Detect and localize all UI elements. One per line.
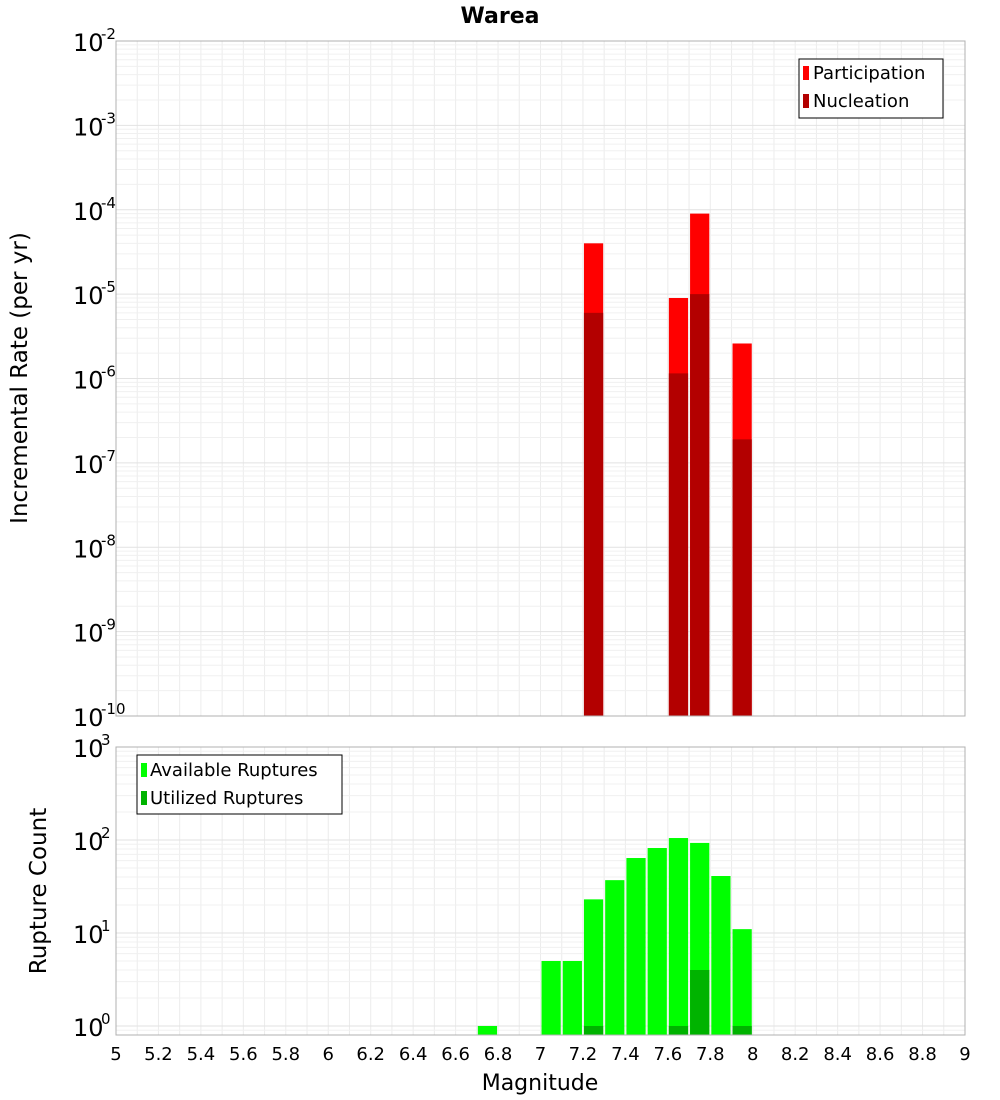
bottom-bar-available-ruptures	[711, 876, 731, 1035]
top-gridlines	[115, 41, 966, 717]
x-tick-label: 6	[323, 1044, 334, 1065]
bottom-bars	[477, 838, 752, 1035]
bottom-bar-utilized-ruptures	[583, 1025, 604, 1035]
y-tick-label: 10	[73, 113, 104, 141]
legend-swatch-participation	[803, 66, 809, 80]
top-bar-nucleation	[732, 439, 752, 716]
x-tick-label: 7	[535, 1044, 546, 1065]
top-bar-nucleation	[668, 373, 689, 716]
x-tick-label: 6.6	[441, 1044, 470, 1065]
y-tick-label: 10	[73, 828, 104, 856]
top-y-axis-label: Incremental Rate (per yr)	[7, 232, 33, 524]
y-tick-label: 10	[73, 921, 104, 949]
x-tick-label: 5	[110, 1044, 121, 1065]
y-tick-exponent: 0	[101, 1010, 111, 1028]
x-tick-label: 8	[747, 1044, 758, 1065]
bottom-bar-utilized-ruptures	[668, 1025, 689, 1035]
top-bar-nucleation	[583, 312, 604, 716]
chart-title: Warea	[461, 4, 540, 29]
y-tick-label: 10	[73, 1014, 104, 1042]
y-tick-label: 10	[73, 451, 104, 479]
bottom-bar-available-ruptures	[732, 929, 752, 1035]
bottom-bar-available-ruptures	[626, 858, 646, 1035]
x-axis-label: Magnitude	[482, 1071, 599, 1096]
x-tick-label: 8.4	[823, 1044, 852, 1065]
bottom-bar-available-ruptures	[477, 1025, 498, 1035]
y-tick-label: 10	[73, 367, 104, 395]
legend-label-utilized: Utilized Ruptures	[150, 788, 303, 809]
x-tick-label: 5.2	[144, 1044, 173, 1065]
legend-swatch-available	[141, 763, 147, 777]
y-tick-exponent: -10	[101, 700, 126, 718]
y-tick-exponent: 1	[101, 917, 111, 935]
top-bars	[583, 213, 752, 717]
y-tick-label: 10	[73, 198, 104, 226]
x-tick-label: 7.4	[611, 1044, 640, 1065]
y-tick-exponent: -6	[101, 363, 116, 381]
y-tick-label: 10	[73, 735, 104, 763]
x-tick-label: 7.8	[696, 1044, 725, 1065]
legend-swatch-nucleation	[803, 94, 809, 108]
y-tick-exponent: -4	[101, 194, 116, 212]
bottom-bar-available-ruptures	[668, 838, 689, 1035]
x-tick-label: 6.4	[399, 1044, 428, 1065]
legend-label-participation: Participation	[813, 63, 925, 84]
legend-label-available: Available Ruptures	[150, 760, 318, 781]
bottom-x-ticks: 5 5.2 5.4 5.6 5.8 6 6.2 6.4 6.6 6.8 7 7.2 7.4 7.6 7.8 8…	[110, 1044, 970, 1065]
top-plot-border	[115, 40, 966, 717]
y-tick-exponent: -8	[101, 531, 116, 549]
bottom-plot-border	[115, 746, 966, 1036]
x-tick-label: 5.6	[229, 1044, 258, 1065]
top-legend-box	[798, 58, 944, 119]
x-tick-label: 6.8	[484, 1044, 513, 1065]
bottom-legend-box	[136, 754, 343, 815]
y-tick-label: 10	[73, 704, 104, 732]
y-tick-exponent: -2	[101, 25, 116, 43]
bottom-bar-utilized-ruptures	[732, 1025, 752, 1035]
legend-label-nucleation: Nucleation	[813, 91, 909, 112]
bottom-bar-utilized-ruptures	[690, 969, 710, 1035]
y-tick-exponent: -9	[101, 616, 116, 634]
y-tick-label: 10	[73, 620, 104, 648]
x-tick-label: 6.2	[356, 1044, 385, 1065]
bottom-bar-available-ruptures	[562, 960, 582, 1035]
bottom-y-axis-label: Rupture Count	[26, 808, 52, 974]
y-tick-label: 10	[73, 282, 104, 310]
y-tick-label: 10	[73, 535, 104, 563]
y-tick-exponent: -7	[101, 447, 116, 465]
y-tick-exponent: -3	[101, 109, 116, 127]
x-tick-label: 5.8	[271, 1044, 300, 1065]
top-bar-nucleation	[690, 294, 710, 716]
bottom-bar-available-ruptures	[647, 848, 667, 1035]
y-tick-exponent: -5	[101, 278, 116, 296]
x-tick-label: 8.8	[908, 1044, 937, 1065]
top-legend: Participation Nucleation	[798, 58, 944, 119]
y-tick-label: 10	[73, 29, 104, 57]
x-tick-label: 9	[959, 1044, 970, 1065]
bottom-bar-available-ruptures	[583, 899, 604, 1035]
x-tick-label: 5.4	[187, 1044, 216, 1065]
x-tick-label: 8.6	[866, 1044, 895, 1065]
bottom-legend: Available Ruptures Utilized Ruptures	[136, 754, 343, 815]
y-tick-exponent: 2	[101, 824, 111, 842]
legend-swatch-utilized	[141, 791, 147, 805]
bottom-bar-available-ruptures	[541, 960, 561, 1035]
bottom-bar-available-ruptures	[605, 880, 625, 1035]
y-tick-exponent: 3	[101, 731, 111, 749]
x-tick-label: 7.6	[654, 1044, 683, 1065]
x-tick-label: 8.2	[781, 1044, 810, 1065]
x-tick-label: 7.2	[569, 1044, 598, 1065]
